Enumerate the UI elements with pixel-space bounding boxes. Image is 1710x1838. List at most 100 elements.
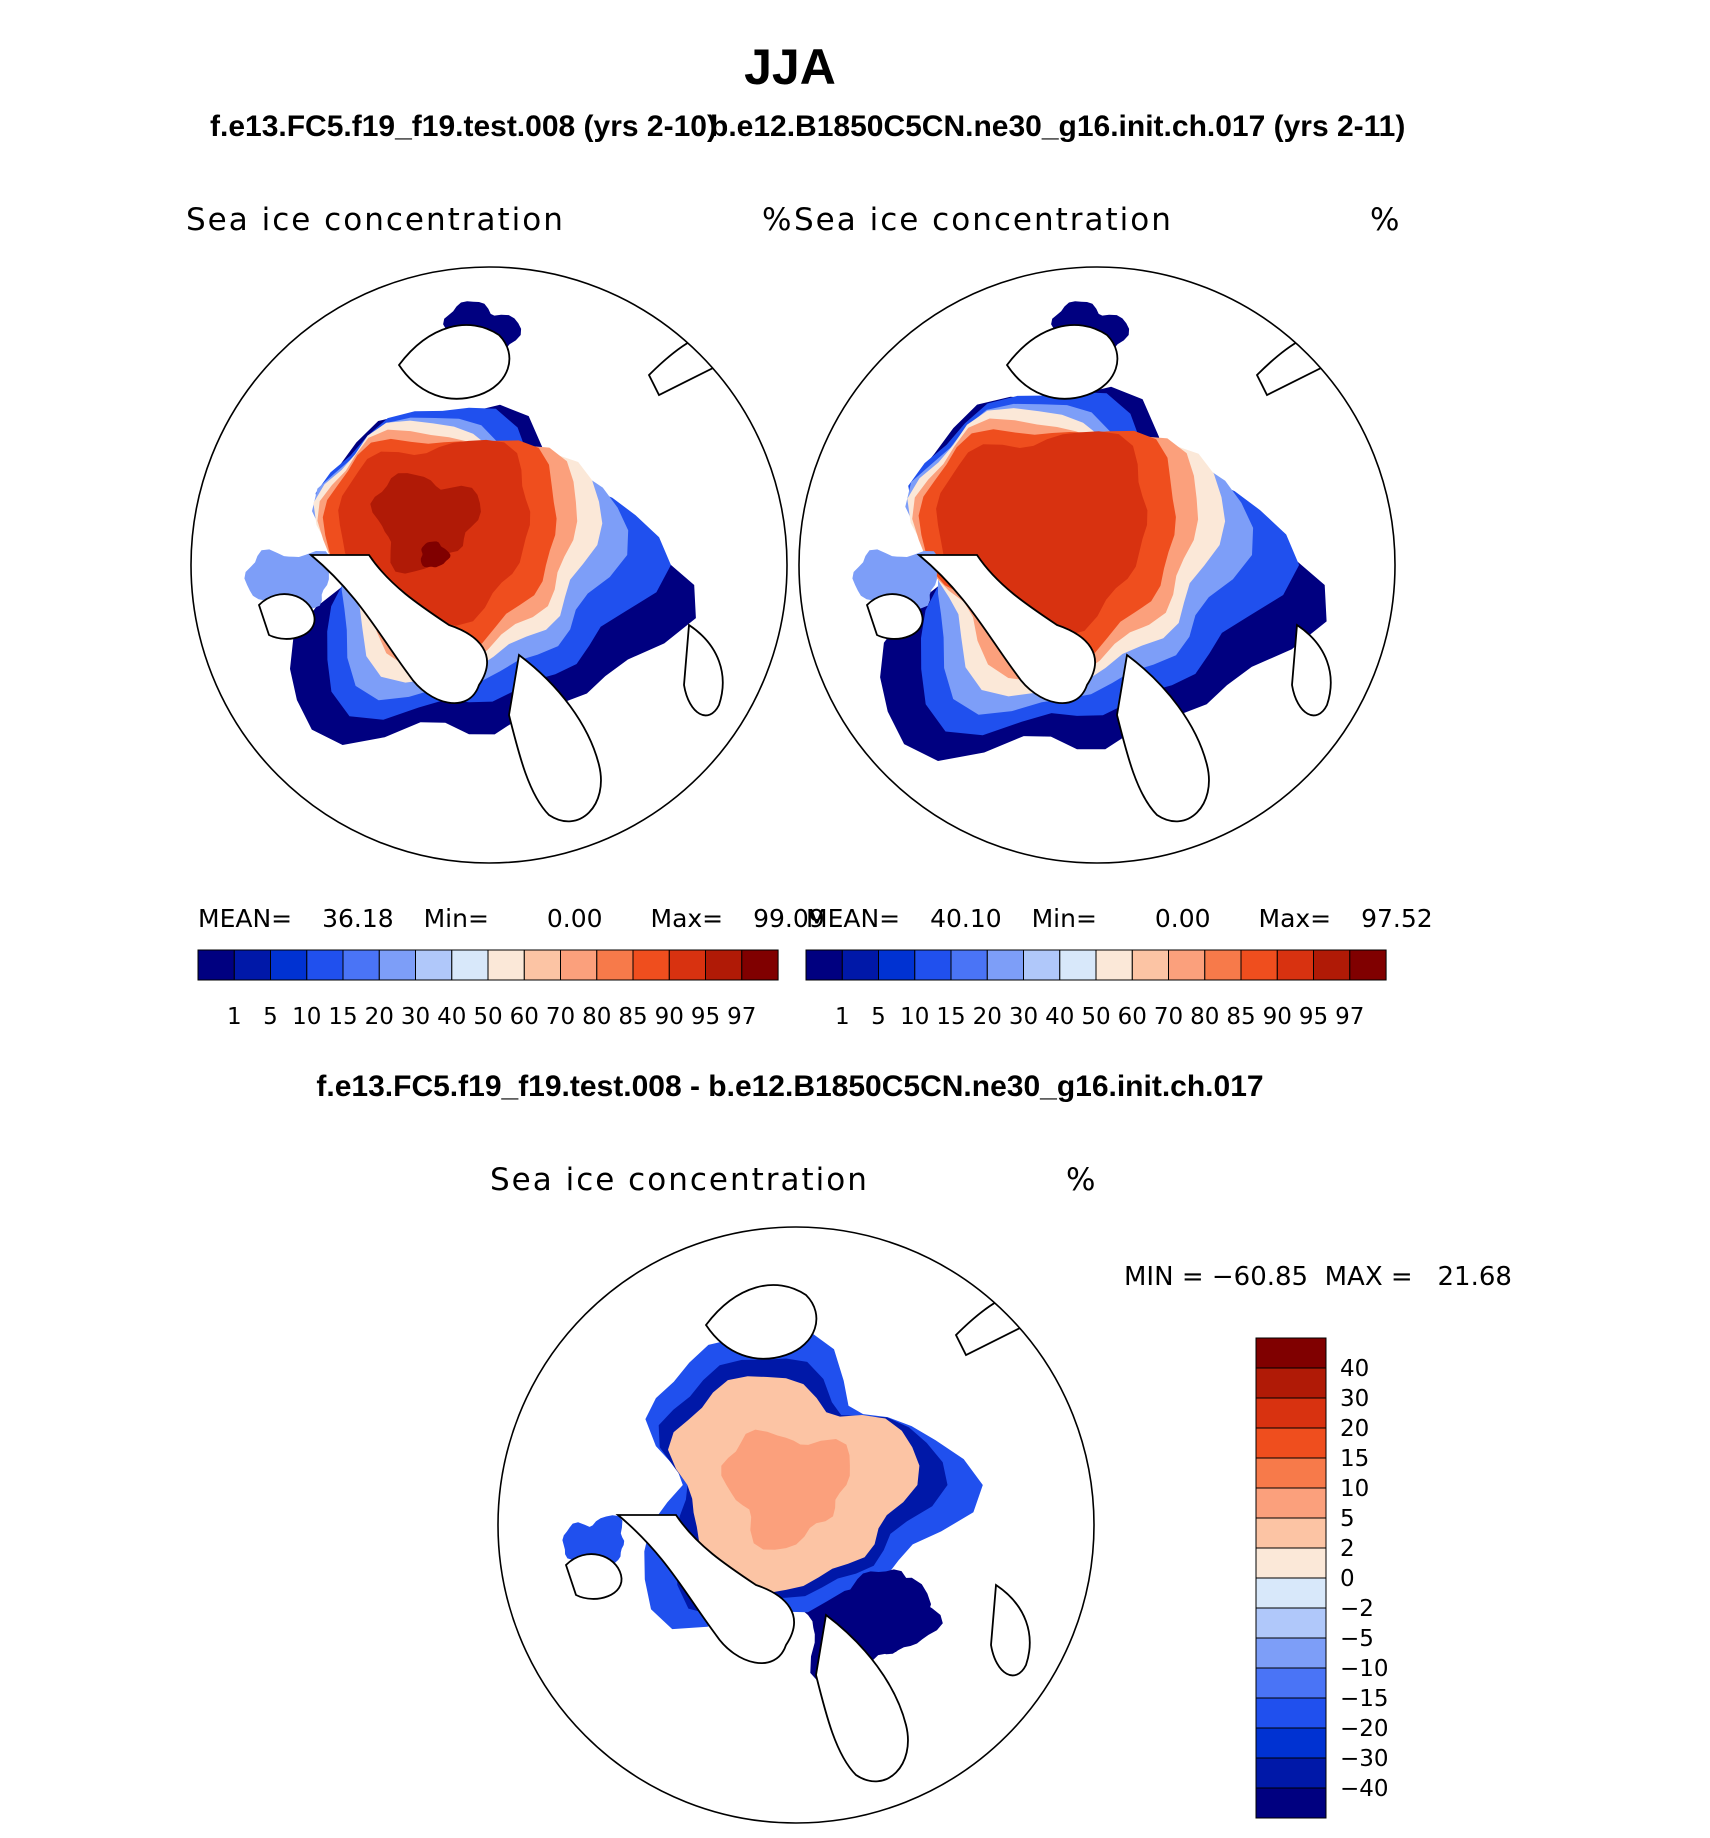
colorbar-tick-label: 30 (1009, 1004, 1038, 1030)
map-difference (498, 1227, 1094, 1823)
colorbar-tick-label: 40 (1340, 1356, 1369, 1382)
coastline (990, 1583, 1031, 1677)
left-units-label: % (762, 202, 792, 238)
colorbar-swatch (1255, 1607, 1327, 1639)
coastline (704, 1284, 818, 1360)
map-model-a (191, 267, 787, 863)
colorbar-swatch (1255, 1637, 1327, 1669)
left-variable-label: Sea ice concentration (186, 202, 565, 238)
colorbar-swatch (1255, 1457, 1327, 1489)
diff-minmax: MIN = −60.85 MAX = 21.68 (1124, 1262, 1512, 1292)
colorbar-swatch (1255, 1787, 1327, 1819)
colorbar-swatch (270, 949, 308, 981)
colorbar-tick-label: 15 (328, 1004, 357, 1030)
ice-loss-area (838, 1569, 943, 1655)
colorbar-tick-label: 5 (1340, 1506, 1355, 1532)
colorbar-tick-label: 15 (936, 1004, 965, 1030)
colorbar-tick-label: 40 (437, 1004, 466, 1030)
colorbar-tick-label: 85 (1226, 1004, 1255, 1030)
colorbar-tick-label: 95 (1299, 1004, 1328, 1030)
colorbar-swatch (914, 949, 952, 981)
right-min-value: 0.00 (1154, 904, 1211, 933)
diff-units-label: % (1066, 1162, 1096, 1198)
colorbar-swatch (1255, 1697, 1327, 1729)
colorbar-swatch (487, 949, 525, 981)
colorbar-swatch (1255, 1517, 1327, 1549)
colorbar-tick-label: 60 (510, 1004, 539, 1030)
colorbar-swatch (523, 949, 562, 981)
map-model-b (799, 267, 1395, 863)
colorbar-swatch (1313, 949, 1351, 981)
colorbar-tick-label: 1 (227, 1004, 242, 1030)
colorbar-swatch (1255, 1727, 1327, 1759)
right-case-title: b.e12.B1850C5CN.ne30_g16.init.ch.017 (yr… (710, 110, 1406, 143)
colorbar-swatch (378, 949, 417, 981)
colorbar-tick-label: 90 (655, 1004, 684, 1030)
coastline (1116, 653, 1210, 823)
right-units-label: % (1370, 202, 1400, 238)
colorbar-swatch (1255, 1667, 1327, 1699)
ice-concentration-contour (420, 541, 451, 568)
colorbar-tick-label: 1 (835, 1004, 850, 1030)
colorbar-tick-label: 50 (473, 1004, 502, 1030)
colorbar-swatch (1349, 949, 1387, 981)
colorbar-tick-label: 85 (618, 1004, 647, 1030)
colorbar-tick-label: 50 (1081, 1004, 1110, 1030)
colorbar-swatch (1059, 949, 1097, 981)
colorbar-swatch (741, 949, 779, 981)
coastline (683, 623, 724, 717)
colorbar-swatch (1255, 1337, 1327, 1369)
ice-concentration-contour (852, 549, 939, 631)
colorbar-tick-label: 10 (292, 1004, 321, 1030)
colorbar-swatch (950, 949, 988, 981)
diff-variable-label: Sea ice concentration (490, 1162, 869, 1198)
colorbar-swatch (233, 949, 272, 981)
colorbar-tick-label: −10 (1340, 1656, 1389, 1682)
coastline (257, 593, 316, 640)
colorbar-model-b: 1 5 10 15 20 30 40 50 60 70 80 85 90 95 97 (805, 949, 1387, 1030)
coastline (865, 593, 924, 640)
coastline (397, 324, 511, 400)
colorbar-tick-label: −20 (1340, 1716, 1389, 1742)
ice-difference-contour (757, 1462, 813, 1514)
colorbar-tick-label: 2 (1340, 1536, 1355, 1562)
colorbar-tick-label: 97 (1335, 1004, 1364, 1030)
colorbar-tick-label: 30 (401, 1004, 430, 1030)
right-max-value: 97.52 (1361, 904, 1433, 933)
colorbar-tick-label: 5 (263, 1004, 278, 1030)
colorbar-tick-label: 70 (1154, 1004, 1183, 1030)
right-mean-label: MEAN= (806, 904, 901, 933)
diff-title: f.e13.FC5.f19_f19.test.008 - b.e12.B1850… (316, 1070, 1264, 1103)
colorbar-tick-label: −2 (1340, 1596, 1374, 1622)
colorbar-tick-label: 10 (1340, 1476, 1369, 1502)
ice-concentration-contour (244, 549, 331, 631)
colorbar-tick-label: 0 (1340, 1566, 1355, 1592)
coastline (1005, 324, 1119, 400)
colorbar-tick-label: 20 (973, 1004, 1002, 1030)
ice-concentration-contour (936, 431, 1148, 636)
colorbar-tick-label: −5 (1340, 1626, 1374, 1652)
coastline (508, 653, 602, 823)
left-min-label: Min= (423, 904, 489, 933)
colorbar-swatch (1023, 949, 1061, 981)
coastline (615, 1514, 795, 1664)
right-mean-value: 40.10 (930, 904, 1002, 933)
colorbar-swatch (668, 949, 707, 981)
colorbar-swatch (306, 949, 344, 981)
page-title: JJA (744, 39, 836, 95)
coastline (1291, 623, 1332, 717)
colorbar-tick-label: 15 (1340, 1446, 1369, 1472)
coastline (815, 1613, 909, 1783)
colorbar-swatch (560, 949, 598, 981)
colorbar-tick-label: −15 (1340, 1686, 1389, 1712)
map-a-boundary (190, 266, 788, 864)
colorbar-tick-label: 30 (1340, 1386, 1369, 1412)
left-stats: MEAN= 36.18 Min= 0.00 Max= 99.09 (198, 904, 825, 933)
colorbar-swatch (1255, 1757, 1327, 1789)
right-stats: MEAN= 40.10 Min= 0.00 Max= 97.52 (806, 904, 1433, 933)
colorbar-tick-label: 40 (1045, 1004, 1074, 1030)
colorbar-tick-label: −30 (1340, 1746, 1389, 1772)
colorbar-tick-label: 80 (1190, 1004, 1219, 1030)
